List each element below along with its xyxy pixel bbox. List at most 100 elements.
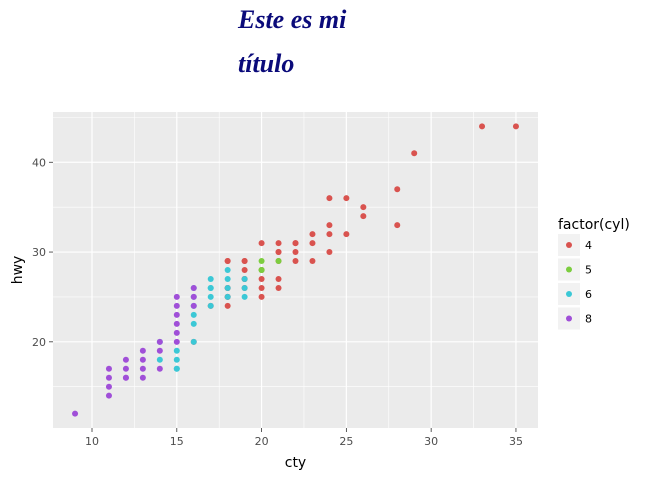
data-point-cyl-4 (241, 267, 248, 273)
data-point-cyl-6 (224, 275, 231, 282)
data-point-cyl-8 (156, 347, 163, 354)
data-point-cyl-6 (207, 302, 214, 309)
data-point-cyl-8 (122, 356, 129, 363)
legend-title: factor(cyl) (558, 217, 630, 233)
data-point-cyl-4 (309, 258, 316, 265)
chart-title-line-1: Este es mi (237, 5, 347, 34)
x-tick-label: 10 (85, 435, 99, 448)
data-point-cyl-6 (224, 267, 231, 273)
data-point-cyl-8 (139, 356, 146, 363)
x-tick-label: 20 (255, 435, 269, 448)
data-point-cyl-4 (275, 284, 282, 291)
data-point-cyl-8 (122, 374, 129, 381)
legend-label-4: 4 (585, 239, 592, 252)
data-point-cyl-8 (173, 338, 180, 345)
data-point-cyl-4 (326, 249, 333, 256)
data-point-cyl-6 (190, 338, 197, 345)
data-point-cyl-8 (156, 365, 163, 372)
data-point-cyl-8 (105, 374, 112, 381)
data-point-cyl-4 (292, 240, 299, 247)
data-point-cyl-8 (105, 383, 112, 390)
data-point-cyl-8 (139, 365, 146, 372)
data-point-cyl-6 (173, 365, 180, 372)
data-point-cyl-5 (258, 267, 265, 273)
data-point-cyl-6 (190, 311, 197, 318)
data-point-cyl-4 (360, 213, 367, 220)
data-point-cyl-4 (258, 293, 265, 300)
data-point-cyl-4 (394, 186, 401, 193)
legend-label-6: 6 (585, 288, 592, 301)
data-point-cyl-6 (241, 293, 248, 300)
data-point-cyl-4 (326, 195, 333, 202)
chart-title-line-2: título (238, 49, 294, 78)
y-tick-label: 40 (32, 156, 46, 169)
data-point-cyl-6 (224, 284, 231, 291)
data-points (72, 123, 519, 417)
data-point-cyl-4 (326, 231, 333, 238)
legend-swatch-6 (566, 291, 572, 297)
legend-label-5: 5 (585, 264, 592, 277)
data-point-cyl-4 (241, 258, 248, 265)
major-gridlines (53, 112, 538, 428)
x-tick-label: 15 (170, 435, 184, 448)
data-point-cyl-8 (139, 374, 146, 381)
legend-swatch-5 (566, 266, 572, 273)
data-point-cyl-8 (190, 293, 197, 300)
data-point-cyl-6 (241, 275, 248, 282)
data-point-cyl-8 (105, 365, 112, 372)
data-point-cyl-5 (258, 258, 265, 265)
data-point-cyl-4 (258, 275, 265, 282)
data-point-cyl-4 (309, 231, 316, 238)
legend-label-8: 8 (585, 313, 592, 326)
data-point-cyl-4 (275, 275, 282, 282)
data-point-cyl-6 (173, 347, 180, 354)
data-point-cyl-6 (207, 293, 214, 300)
data-point-cyl-8 (173, 320, 180, 327)
axis-ticks: 10 15 20 25 30 35 20 30 40 (32, 156, 523, 448)
x-tick-label: 30 (424, 435, 438, 448)
data-point-cyl-4 (258, 284, 265, 291)
data-point-cyl-4 (309, 240, 316, 247)
data-point-cyl-6 (207, 284, 214, 291)
legend: factor(cyl) 4 5 6 8 (558, 217, 630, 330)
data-point-cyl-8 (122, 365, 129, 372)
data-point-cyl-6 (173, 356, 180, 363)
data-point-cyl-8 (105, 392, 112, 399)
minor-gridlines (53, 112, 538, 428)
data-point-cyl-4 (343, 195, 350, 202)
plot-panel (53, 112, 538, 428)
data-point-cyl-8 (173, 293, 180, 300)
data-point-cyl-6 (190, 320, 197, 327)
data-point-cyl-4 (292, 258, 299, 265)
data-point-cyl-8 (173, 311, 180, 318)
data-point-cyl-4 (326, 222, 333, 229)
data-point-cyl-8 (173, 329, 180, 336)
data-point-cyl-8 (156, 338, 163, 345)
x-tick-label: 25 (339, 435, 353, 448)
y-tick-label: 30 (32, 246, 46, 259)
data-point-cyl-4 (258, 240, 265, 247)
data-point-cyl-8 (190, 302, 197, 309)
x-axis-title: cty (285, 455, 306, 471)
data-point-cyl-5 (275, 258, 282, 265)
data-point-cyl-8 (139, 347, 146, 354)
data-point-cyl-4 (275, 249, 282, 256)
data-point-cyl-8 (72, 410, 79, 417)
data-point-cyl-8 (173, 302, 180, 309)
data-point-cyl-4 (224, 258, 231, 265)
data-point-cyl-6 (156, 356, 163, 363)
data-point-cyl-8 (190, 284, 197, 291)
legend-swatch-8 (566, 315, 572, 322)
data-point-cyl-4 (292, 249, 299, 256)
data-point-cyl-4 (275, 240, 282, 247)
data-point-cyl-4 (512, 123, 519, 130)
data-point-cyl-4 (343, 231, 350, 238)
data-point-cyl-6 (224, 293, 231, 300)
data-point-cyl-6 (207, 275, 214, 282)
legend-swatch-4 (566, 242, 572, 248)
y-tick-label: 20 (32, 336, 46, 349)
data-point-cyl-6 (241, 284, 248, 291)
data-point-cyl-4 (394, 222, 401, 229)
y-axis-title: hwy (10, 256, 26, 285)
